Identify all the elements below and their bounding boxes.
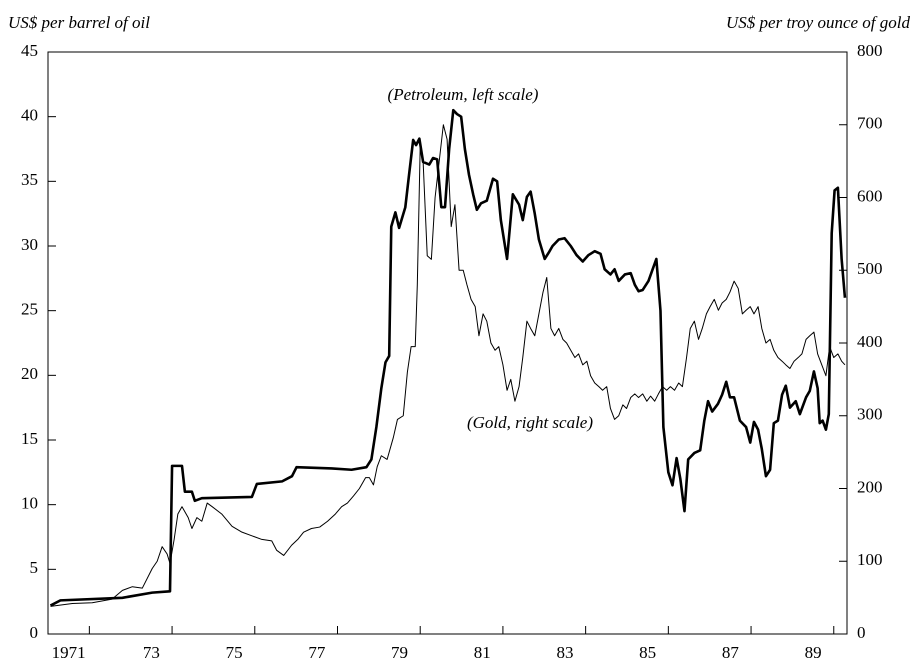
x-tick-label: 79 bbox=[391, 643, 408, 662]
y-tick-label: 20 bbox=[21, 364, 38, 383]
y2-tick-label: 800 bbox=[857, 41, 883, 60]
x-tick-label: 1971 bbox=[52, 643, 86, 662]
y2-tick-label: 400 bbox=[857, 332, 883, 351]
series-line bbox=[49, 108, 847, 607]
y2-tick-label: 500 bbox=[857, 259, 883, 278]
y-tick-label: 40 bbox=[21, 106, 38, 125]
y-axis-title: US$ per barrel of oil bbox=[8, 13, 150, 32]
annotation: (Petroleum, left scale) bbox=[388, 85, 539, 104]
y2-tick-label: 700 bbox=[857, 114, 883, 133]
y-tick-label: 45 bbox=[21, 41, 38, 60]
x-tick-label: 73 bbox=[143, 643, 160, 662]
x-tick-label: 75 bbox=[226, 643, 243, 662]
annotation: (Gold, right scale) bbox=[467, 413, 593, 432]
y2-tick-label: 300 bbox=[857, 405, 883, 424]
y2-tick-label: 600 bbox=[857, 186, 883, 205]
y2-tick-label: 200 bbox=[857, 477, 883, 496]
series-line bbox=[50, 124, 846, 607]
y-tick-label: 25 bbox=[21, 300, 38, 319]
y-tick-label: 35 bbox=[21, 170, 38, 189]
y-tick-label: 15 bbox=[21, 429, 38, 448]
y-tick-label: 0 bbox=[30, 623, 39, 642]
x-tick-label: 87 bbox=[722, 643, 740, 662]
y2-tick-label: 100 bbox=[857, 550, 883, 569]
x-tick-label: 85 bbox=[639, 643, 656, 662]
y2-tick-label: 0 bbox=[857, 623, 866, 642]
y2-axis-title: US$ per troy ounce of gold bbox=[726, 13, 910, 32]
y-tick-label: 5 bbox=[30, 558, 39, 577]
x-tick-label: 77 bbox=[308, 643, 326, 662]
x-tick-label: 89 bbox=[805, 643, 822, 662]
x-tick-label: 81 bbox=[474, 643, 491, 662]
y-tick-label: 10 bbox=[21, 494, 38, 513]
y-tick-label: 30 bbox=[21, 235, 38, 254]
x-tick-label: 83 bbox=[556, 643, 573, 662]
